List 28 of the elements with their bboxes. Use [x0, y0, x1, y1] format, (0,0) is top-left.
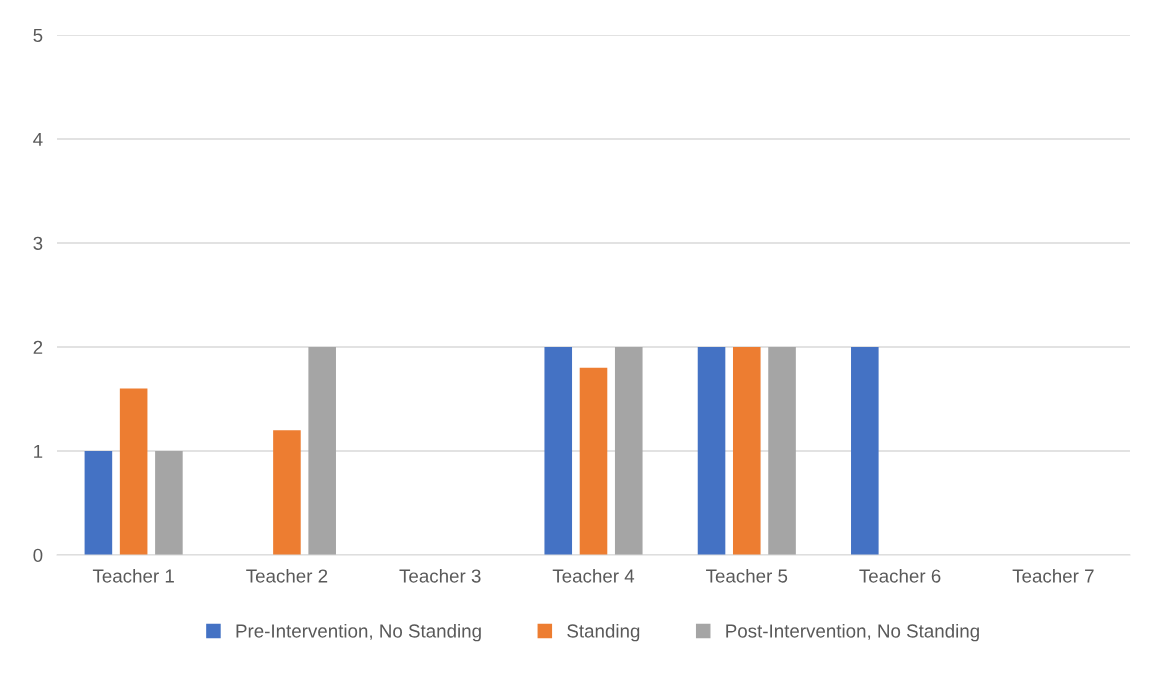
bar [768, 347, 796, 555]
bar [614, 347, 643, 555]
y-tick-label: 4 [33, 132, 43, 146]
bar [579, 367, 608, 555]
x-tick-label: Teacher 1 [92, 568, 174, 583]
bar [273, 430, 301, 555]
bar [155, 451, 183, 555]
x-tick-label: Teacher 2 [246, 568, 328, 583]
y-tick-label: 0 [33, 548, 43, 562]
bar [732, 347, 761, 555]
y-tick-label: 5 [33, 28, 43, 42]
legend-label: Post-Intervention, No Standing [726, 623, 979, 642]
x-tick-label: Teacher 4 [552, 568, 635, 583]
x-tick-label: Teacher 7 [1012, 568, 1094, 583]
bar [308, 347, 336, 555]
legend-label: Pre-Intervention, No Standing [236, 623, 481, 642]
y-tick-label: 2 [33, 340, 43, 354]
bar [697, 347, 726, 555]
bar [851, 347, 879, 555]
bar [119, 388, 148, 555]
x-tick-label: Teacher 3 [399, 568, 481, 583]
x-tick-label: Teacher 6 [859, 568, 941, 583]
x-tick-label: Teacher 5 [706, 568, 788, 583]
y-tick-label: 3 [33, 236, 43, 250]
y-tick-label: 1 [34, 444, 43, 458]
bar [84, 451, 113, 555]
legend-label: Standing [567, 623, 640, 642]
bar [544, 347, 573, 555]
